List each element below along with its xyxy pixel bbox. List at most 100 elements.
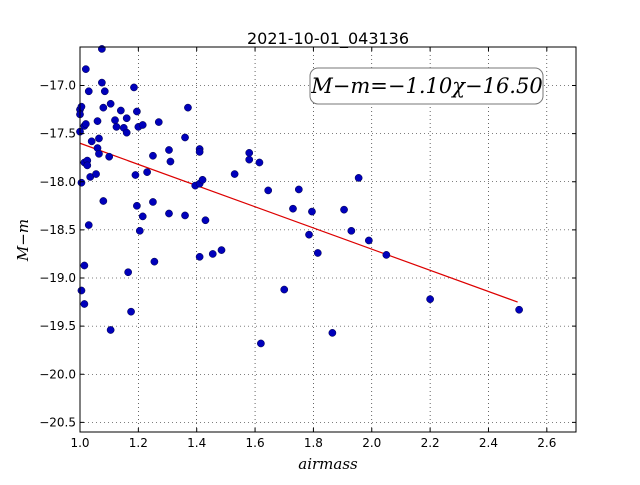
y-tick-label: −17.0	[39, 79, 76, 93]
data-point	[98, 45, 106, 53]
fit-line-group	[79, 142, 518, 303]
data-point	[245, 149, 254, 157]
data-point	[92, 170, 100, 178]
data-point	[93, 117, 102, 125]
data-point	[195, 148, 204, 156]
axis-ticks: 1.0 1.2 1.4 1.6 1.8 2.0 2.2 2.4 2.6 −17.0 −17.5 −18…	[39, 47, 576, 450]
x-tick-label: 2.0	[362, 436, 381, 450]
data-point	[105, 152, 114, 161]
data-point	[133, 107, 141, 116]
data-point	[81, 120, 90, 128]
data-point	[112, 123, 121, 131]
data-point	[100, 87, 109, 96]
data-point	[347, 226, 356, 235]
data-point	[208, 250, 217, 258]
data-point	[289, 204, 297, 213]
data-point	[195, 252, 204, 261]
data-point	[264, 186, 273, 195]
y-tick-label: −18.5	[39, 223, 76, 237]
data-point	[130, 83, 138, 92]
x-tick-label: 1.0	[70, 436, 89, 450]
data-point	[131, 171, 140, 179]
data-point	[149, 198, 157, 206]
data-point	[340, 205, 348, 214]
fit-equation-frame	[309, 67, 544, 105]
data-point	[80, 261, 89, 270]
data-point	[116, 106, 125, 115]
data-point	[328, 329, 337, 337]
data-point	[382, 251, 391, 259]
x-tick-label: 2.2	[421, 436, 440, 450]
data-point	[81, 65, 90, 73]
x-tick-label: 1.8	[304, 436, 323, 450]
data-point	[201, 216, 210, 225]
data-point	[230, 170, 239, 178]
data-point	[280, 285, 289, 294]
data-point	[313, 249, 322, 257]
data-point	[305, 230, 313, 239]
fit-equation: M−m=−1.10χ−16.50	[310, 74, 542, 98]
data-point	[515, 305, 523, 314]
data-point	[77, 286, 86, 295]
data-point	[138, 212, 147, 221]
data-point	[95, 149, 103, 158]
data-point	[84, 87, 93, 96]
x-tick-label: 1.4	[187, 436, 206, 450]
data-point	[181, 133, 189, 142]
data-point	[255, 158, 264, 167]
grid	[79, 47, 576, 432]
data-point	[184, 103, 192, 112]
data-point	[150, 257, 159, 266]
data-point	[138, 121, 147, 129]
data-point	[83, 161, 92, 170]
x-tick-label: 2.4	[479, 436, 498, 450]
y-tick-label: −19.5	[39, 319, 76, 333]
data-point	[111, 116, 119, 125]
data-point	[84, 221, 93, 229]
x-tick-label: 2.6	[537, 436, 556, 450]
data-point	[181, 211, 189, 220]
data-point	[77, 102, 86, 111]
data-point	[257, 339, 265, 348]
y-tick-label: −17.5	[39, 127, 76, 141]
data-point	[245, 155, 254, 164]
data-point	[143, 168, 151, 176]
data-point	[98, 78, 106, 87]
data-point	[149, 151, 157, 160]
fit-equation-box: M−m=−1.10χ−16.50	[309, 67, 544, 105]
y-axis-label: M−m	[14, 219, 32, 262]
data-point	[154, 118, 163, 126]
plot-frame	[79, 46, 577, 433]
y-tick-label: −19.0	[39, 271, 76, 285]
y-tick-label: −20.5	[39, 415, 76, 429]
data-point	[77, 178, 86, 187]
scatter-points	[76, 45, 523, 348]
data-point	[127, 307, 135, 316]
data-point	[106, 99, 115, 108]
fit-line	[79, 142, 518, 303]
x-tick-label: 1.2	[129, 436, 148, 450]
data-point	[364, 236, 373, 245]
data-point	[133, 201, 141, 210]
data-point	[106, 326, 115, 334]
chart-title: 2021-10-01_043136	[247, 29, 409, 49]
y-tick-label: −18.0	[39, 175, 76, 189]
x-tick-label: 1.6	[246, 436, 265, 450]
data-point	[87, 137, 96, 146]
data-point	[99, 197, 108, 205]
data-point	[122, 114, 131, 123]
data-point	[198, 175, 207, 184]
x-axis-label: airmass	[298, 455, 358, 473]
data-point	[308, 207, 316, 216]
data-point	[426, 295, 434, 304]
data-point	[135, 226, 144, 235]
data-point	[165, 209, 173, 218]
data-point	[294, 185, 303, 194]
y-tick-label: −20.0	[39, 367, 76, 381]
data-point	[166, 157, 175, 166]
data-point	[124, 268, 132, 277]
data-point	[165, 146, 173, 154]
data-point	[217, 246, 226, 254]
